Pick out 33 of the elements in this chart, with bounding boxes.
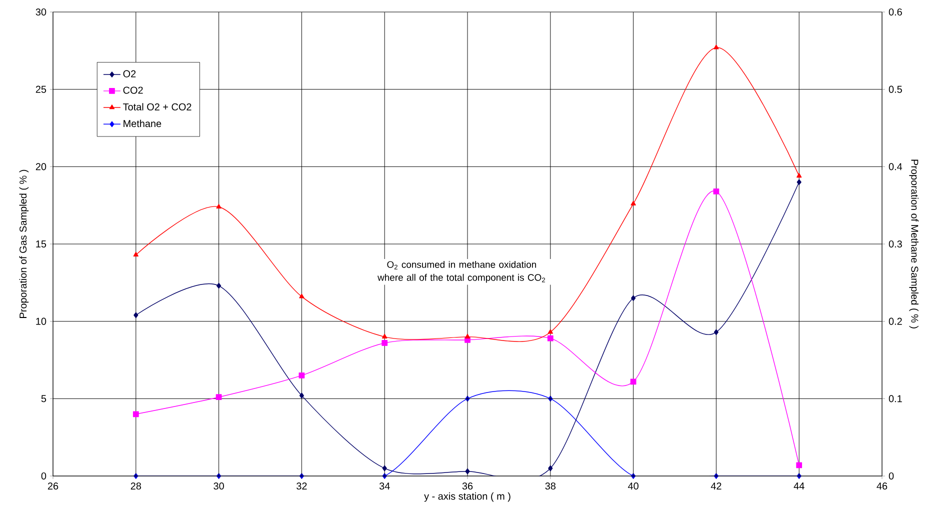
legend-label: CO2 [123, 86, 143, 94]
x-axis-title: y - axis station ( m ) [424, 492, 510, 502]
x-tick-label: 28 [130, 482, 142, 490]
annotation: O$_{2}$ consumed in methane oxidation where all of the total component is CO$_{2}$ [378, 260, 546, 283]
y2-tick-label: 0.1 [888, 395, 902, 402]
y-axis-title: Proporation of Gas Sampled ( % ) [19, 170, 29, 318]
y2-tick-label: 0.4 [888, 163, 902, 170]
legend-label: Methane [124, 120, 162, 128]
legend-label: Total O2 + CO2 [123, 103, 192, 110]
y2-tick-label: 0 [888, 472, 894, 480]
x-tick-label: 32 [296, 482, 307, 490]
x-tick-label: 38 [545, 482, 556, 490]
x-tick-label: 42 [710, 482, 722, 490]
x-tick-label: 40 [628, 482, 638, 490]
x-tick-label: 26 [48, 482, 58, 490]
y-tick-label: 25 [36, 86, 46, 93]
x-tick-label: 36 [462, 482, 473, 490]
legend-label: O2 [123, 70, 136, 78]
y2-tick-label: 0.3 [888, 240, 902, 248]
x-tick-label: 34 [379, 482, 390, 490]
y-tick-label: 30 [36, 8, 46, 16]
y-tick-label: 15 [36, 240, 46, 248]
y2-tick-label: 0.5 [888, 86, 902, 93]
y2-tick-label: 0.6 [888, 8, 902, 16]
y-tick-label: 20 [36, 163, 46, 170]
y-tick-label: 10 [36, 318, 46, 325]
y-tick-label: 5 [41, 395, 46, 402]
x-tick-label: 46 [876, 482, 888, 490]
y2-tick-label: 0.2 [888, 318, 902, 325]
x-tick-label: 30 [214, 482, 224, 490]
y-tick-label: 0 [41, 472, 46, 480]
y2-axis-title: Proporation of Methane Sampled ( % ) [909, 160, 918, 328]
x-tick-label: 44 [794, 482, 804, 490]
